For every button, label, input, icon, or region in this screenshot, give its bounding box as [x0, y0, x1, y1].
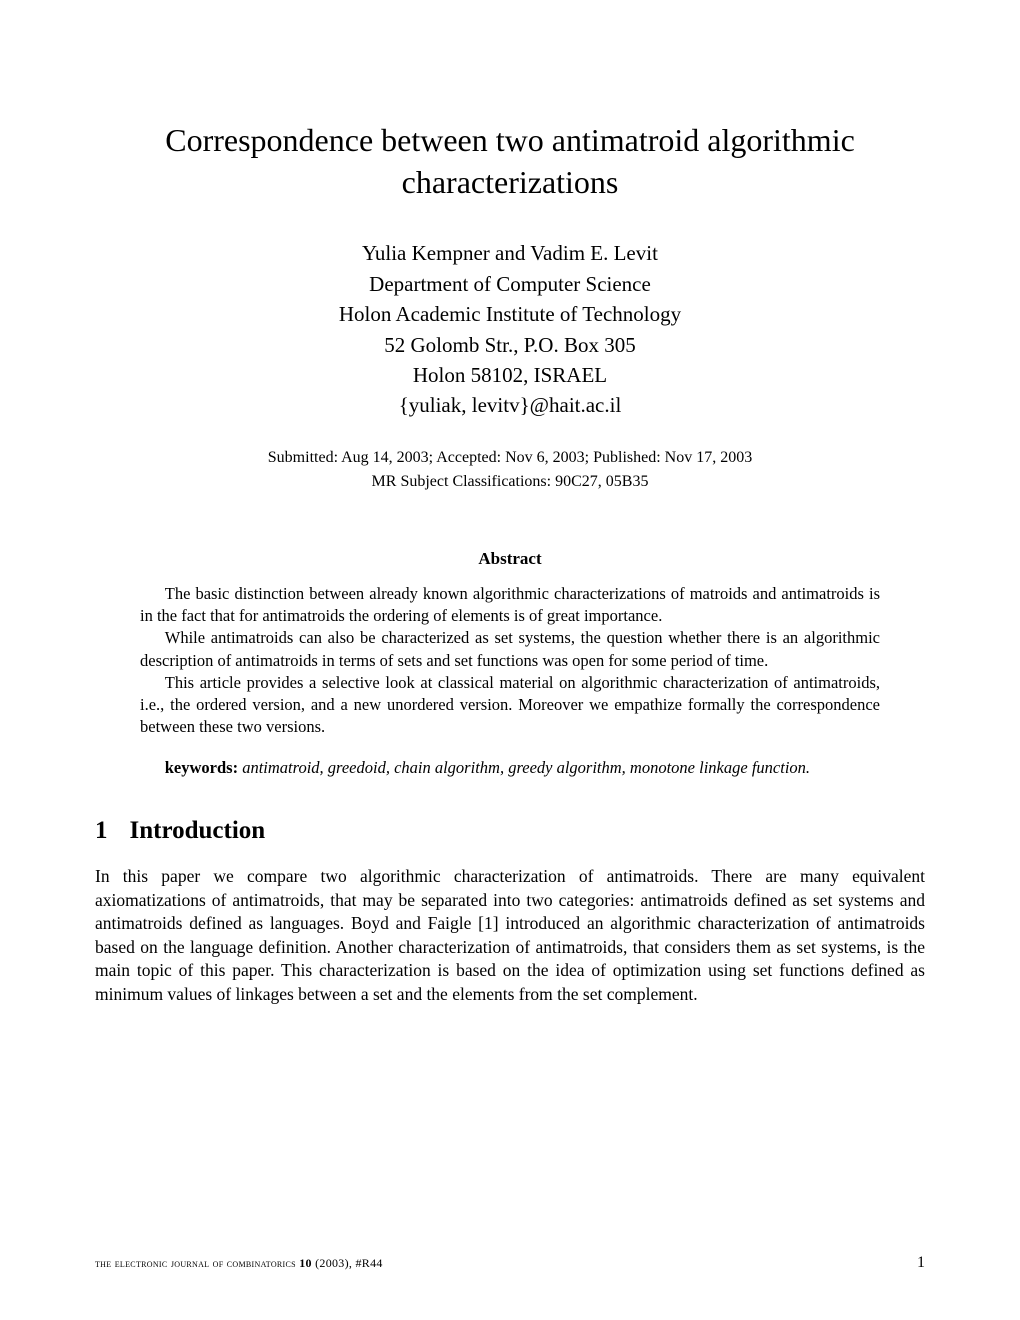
- email-line: {yuliak, levitv}@hait.ac.il: [95, 390, 925, 420]
- footer-journal: the electronic journal of combinatorics …: [95, 1256, 383, 1271]
- footer-volume: 10: [299, 1256, 312, 1270]
- abstract-heading: Abstract: [95, 549, 925, 569]
- abstract-paragraph: The basic distinction between already kn…: [140, 583, 880, 628]
- affiliation-city: Holon 58102, ISRAEL: [95, 360, 925, 390]
- footer-journal-pre: the electronic journal of combinatorics: [95, 1256, 299, 1270]
- keywords-block: keywords: antimatroid, greedoid, chain a…: [140, 757, 880, 779]
- affiliation-addr: 52 Golomb Str., P.O. Box 305: [95, 330, 925, 360]
- submission-dates: Submitted: Aug 14, 2003; Accepted: Nov 6…: [95, 446, 925, 470]
- paper-title: Correspondence between two antimatroid a…: [95, 120, 925, 203]
- footer-page-number: 1: [917, 1254, 925, 1272]
- subject-classifications: MR Subject Classifications: 90C27, 05B35: [95, 470, 925, 494]
- intro-paragraph: In this paper we compare two algorithmic…: [95, 865, 925, 1007]
- abstract-paragraph: This article provides a selective look a…: [140, 672, 880, 739]
- authors-affiliation: Yulia Kempner and Vadim E. Levit Departm…: [95, 238, 925, 421]
- footer-journal-post: (2003), #R44: [312, 1256, 383, 1270]
- authors-line: Yulia Kempner and Vadim E. Levit: [95, 238, 925, 268]
- affiliation-dept: Department of Computer Science: [95, 269, 925, 299]
- abstract-body: The basic distinction between already kn…: [140, 583, 880, 739]
- section-number: 1: [95, 817, 108, 845]
- keywords-text: antimatroid, greedoid, chain algorithm, …: [238, 758, 810, 777]
- affiliation-inst: Holon Academic Institute of Technology: [95, 299, 925, 329]
- page-footer: the electronic journal of combinatorics …: [95, 1254, 925, 1272]
- abstract-paragraph: While antimatroids can also be character…: [140, 627, 880, 672]
- keywords-label: keywords:: [165, 758, 238, 777]
- submission-info: Submitted: Aug 14, 2003; Accepted: Nov 6…: [95, 446, 925, 494]
- section-title: Introduction: [130, 817, 266, 844]
- section-heading: 1 Introduction: [95, 817, 925, 845]
